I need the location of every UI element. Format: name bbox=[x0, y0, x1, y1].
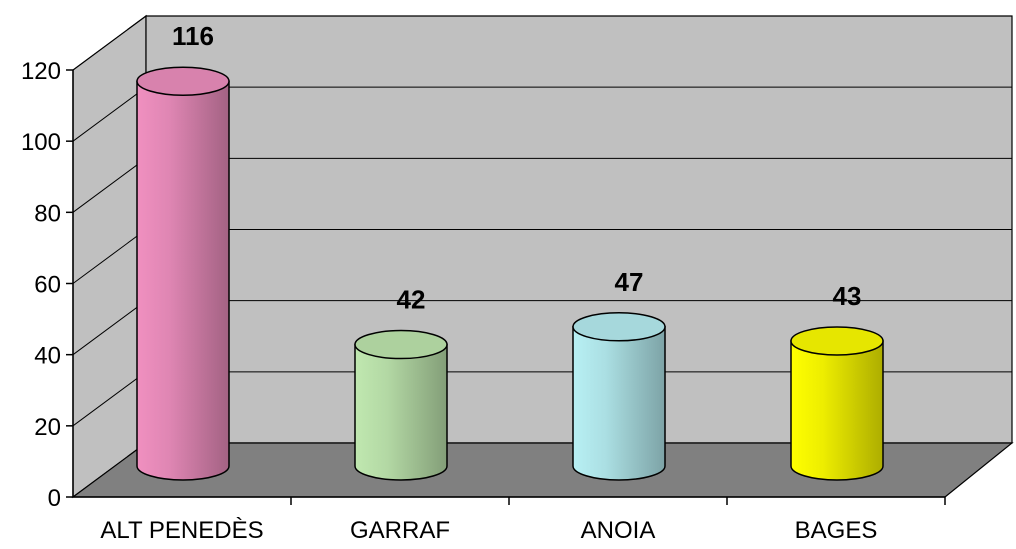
y-tick-label: 100 bbox=[21, 129, 61, 156]
gridline-side bbox=[72, 86, 147, 142]
y-axis-ticks: 0 20 40 60 80 100 120 bbox=[21, 58, 73, 512]
data-labels: 116 42 47 43 bbox=[172, 21, 861, 314]
gridlines bbox=[72, 15, 1012, 427]
gridline-side bbox=[72, 300, 147, 356]
y-tick-label: 80 bbox=[34, 200, 61, 227]
x-tick-label: ANOIA bbox=[581, 517, 656, 544]
gridline-side bbox=[72, 157, 147, 213]
x-tick-label: ALT PENEDÈS bbox=[100, 517, 263, 544]
data-label: 42 bbox=[397, 285, 426, 315]
y-tick-label: 120 bbox=[21, 58, 61, 85]
bar bbox=[790, 326, 884, 481]
gridline-side bbox=[72, 229, 147, 284]
gridline-side bbox=[72, 371, 147, 427]
bar bbox=[572, 312, 666, 481]
x-axis-labels: ALT PENEDÈS GARRAF ANOIA BAGES bbox=[100, 497, 946, 544]
y-tick-label: 0 bbox=[48, 485, 61, 512]
gridline-side bbox=[72, 15, 147, 71]
bar bbox=[354, 329, 448, 481]
y-tick-label: 20 bbox=[34, 414, 61, 441]
bars bbox=[136, 66, 884, 481]
y-tick-label: 60 bbox=[34, 272, 61, 299]
bar bbox=[136, 66, 230, 481]
data-label: 116 bbox=[172, 21, 214, 51]
data-label: 43 bbox=[833, 281, 862, 311]
x-tick-label: BAGES bbox=[795, 517, 878, 544]
y-tick-label: 40 bbox=[34, 343, 61, 370]
data-label: 47 bbox=[615, 267, 644, 297]
x-tick-label: GARRAF bbox=[350, 517, 450, 544]
